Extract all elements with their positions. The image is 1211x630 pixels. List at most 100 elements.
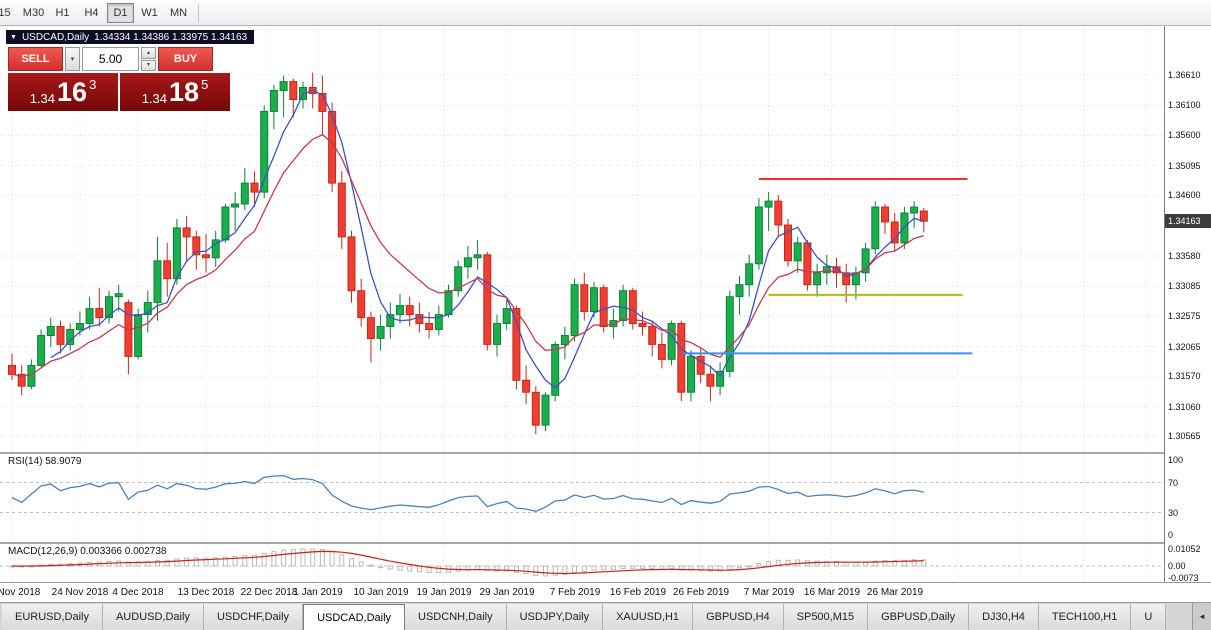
period-button-h4[interactable]: H4 (78, 3, 105, 23)
macd-scale-label: -0.0073 (1168, 573, 1199, 583)
period-button-h1[interactable]: H1 (49, 3, 76, 23)
x-axis-label: 7 Feb 2019 (549, 587, 601, 598)
volume-increase-button[interactable]: ▴ (141, 47, 156, 59)
sell-price-sup: 3 (89, 77, 97, 92)
x-axis-label: 26 Mar 2019 (866, 587, 924, 598)
rsi-indicator-chart[interactable] (0, 454, 1164, 542)
chart-title-bar: ▼ USDCAD,Daily 1.34334 1.34386 1.33975 1… (6, 30, 255, 44)
chart-tab-bar: EURUSD,Daily AUDUSD,Daily USDCHF,Daily USDC… (0, 602, 1211, 630)
chart-tab-audusd-daily[interactable]: AUDUSD,Daily (102, 604, 204, 630)
price-scale-label: 1.31060 (1168, 402, 1201, 412)
chart-tab-xauusd-h1[interactable]: XAUUSD,H1 (603, 604, 694, 630)
price-scale-label: 1.33085 (1168, 281, 1201, 291)
x-axis-label: 13 Dec 2018 (177, 587, 235, 598)
candles-layer (8, 72, 928, 435)
price-scale[interactable]: 1.36610 1.36100 1.35600 1.35095 1.34600 1.335… (1164, 26, 1211, 602)
volume-decrease-button[interactable]: ▾ (141, 59, 156, 71)
ma-fast-line (50, 89, 924, 389)
period-button-mn[interactable]: MN (165, 3, 192, 23)
chart-tab-eurusd-daily[interactable]: EURUSD,Daily (2, 604, 103, 630)
chart-tab-usdchf-daily[interactable]: USDCHF,Daily (203, 604, 304, 630)
price-scale-label: 1.34600 (1168, 190, 1201, 200)
triangle-left-icon: ◄ (1198, 612, 1206, 621)
x-axis-label: 16 Feb 2019 (609, 587, 667, 598)
rsi-scale-label: 30 (1168, 508, 1179, 518)
volume-input[interactable] (82, 47, 139, 71)
x-axis-label: 26 Feb 2019 (672, 587, 730, 598)
buy-price-display[interactable]: 1.34 18 5 (120, 73, 230, 111)
price-scale-label: 1.36100 (1168, 100, 1201, 110)
sell-button[interactable]: SELL (8, 47, 63, 71)
price-scale-label: 1.33580 (1168, 251, 1201, 261)
chart-tab-gbpusd-h4[interactable]: GBPUSD,H4 (693, 604, 784, 630)
macd-label: MACD(12,26,9) 0.003366 0.002738 (6, 546, 169, 557)
timeframe-toolbar: 15M30H1H4D1W1MN (0, 0, 1211, 26)
chart-tab-dj30-h4[interactable]: DJ30,H4 (969, 604, 1039, 630)
window-menu-icon[interactable]: ▼ (10, 33, 17, 41)
buy-price-prefix: 1.34 (141, 91, 168, 106)
chart-tab-tech100-h1[interactable]: TECH100,H1 (1038, 604, 1132, 630)
price-scale-label: 1.32575 (1168, 311, 1201, 321)
ma-slow-line (11, 133, 924, 377)
rsi-scale-label: 70 (1168, 478, 1179, 488)
trade-prices-row: 1.34 16 3 1.34 18 5 (8, 73, 230, 111)
price-scale-label: 1.35600 (1168, 130, 1201, 140)
buy-price-big: 18 (169, 76, 200, 107)
chart-tab-usdjpy-daily[interactable]: USDJPY,Daily (506, 604, 604, 630)
x-axis-label: 29 Jan 2019 (479, 587, 535, 598)
x-axis-label: 10 Jan 2019 (353, 587, 409, 598)
chevron-down-icon: ▾ (70, 56, 75, 63)
price-scale-label: 1.35095 (1168, 161, 1201, 171)
chart-ohlc-values: 1.34334 1.34386 1.33975 1.34163 (94, 31, 248, 43)
chart-tab-sp500-m15[interactable]: SP500,M15 (783, 604, 869, 630)
rsi-line (11, 474, 924, 512)
rsi-label: RSI(14) 58.9079 (6, 456, 84, 467)
chart-tab-usdcnh-daily[interactable]: USDCNH,Daily (405, 604, 507, 630)
trade-controls-row: SELL ▾ ▴ ▾ BUY (8, 47, 230, 71)
x-axis-label: 24 Nov 2018 (51, 587, 109, 598)
price-scale-label: 1.32065 (1168, 342, 1201, 352)
period-button-d1[interactable]: D1 (107, 2, 134, 23)
macd-signal-line (11, 550, 924, 575)
x-axis-label: 4 Dec 2018 (112, 587, 164, 598)
tab-scroll-button[interactable]: ◄ (1192, 603, 1211, 630)
rsi-scale-label: 100 (1168, 455, 1184, 465)
period-button-15[interactable]: 15 (0, 3, 18, 23)
x-axis-label: 22 Dec 2018 (240, 587, 298, 598)
macd-indicator-chart[interactable] (0, 544, 1164, 582)
chart-region: ▼ USDCAD,Daily 1.34334 1.34386 1.33975 1… (0, 26, 1211, 602)
buy-price-sup: 5 (201, 77, 209, 92)
volume-dropdown-button[interactable]: ▾ (65, 47, 80, 71)
chart-tab-usdcad-daily[interactable]: USDCAD,Daily (303, 604, 406, 630)
current-price-badge: 1.34163 (1165, 214, 1211, 228)
period-button-w1[interactable]: W1 (136, 3, 163, 23)
macd-histogram (9, 548, 927, 577)
volume-stepper: ▴ ▾ (141, 47, 156, 71)
x-axis-label: 16 Mar 2019 (803, 587, 861, 598)
panel-splitter-rsi[interactable] (0, 452, 1211, 454)
rsi-grid (0, 454, 1164, 542)
chart-tab-gbpusd-daily[interactable]: GBPUSD,Daily (868, 604, 970, 630)
rsi-scale-label: 0 (1168, 530, 1174, 540)
price-scale-label: 1.36610 (1168, 70, 1201, 80)
sell-price-big: 16 (57, 76, 88, 107)
x-axis-label: 7 Mar 2019 (743, 587, 795, 598)
price-scale-label: 1.30565 (1168, 431, 1201, 441)
price-scale-label: 1.31570 (1168, 371, 1201, 381)
macd-scale-label: 0.01052 (1168, 544, 1201, 554)
sell-price-prefix: 1.34 (29, 91, 56, 106)
buy-button[interactable]: BUY (158, 47, 213, 71)
toolbar-separator (198, 3, 199, 22)
chart-tab-u[interactable]: U (1131, 604, 1167, 630)
chart-symbol-label: USDCAD,Daily (21, 31, 90, 43)
panel-splitter-macd[interactable] (0, 542, 1211, 544)
macd-scale-label: 0.00 (1168, 561, 1186, 571)
x-axis-label: 19 Jan 2019 (416, 587, 472, 598)
x-axis-label: 1 Jan 2019 (293, 587, 343, 598)
candlestick-chart[interactable] (0, 26, 1164, 452)
one-click-trading-panel: SELL ▾ ▴ ▾ BUY 1.34 16 3 1.34 18 5 (8, 47, 230, 111)
sell-price-display[interactable]: 1.34 16 3 (8, 73, 118, 111)
period-button-m30[interactable]: M30 (20, 3, 47, 23)
